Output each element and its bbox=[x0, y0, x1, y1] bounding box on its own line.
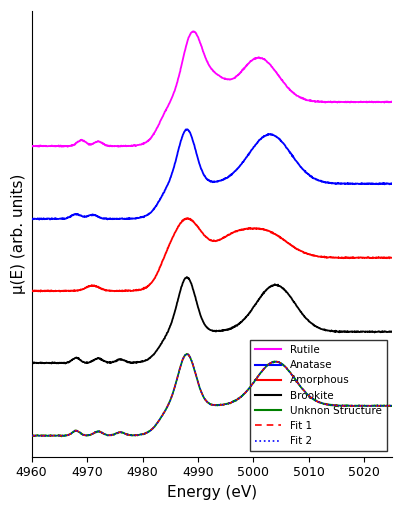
Y-axis label: μ(E) (arb. units): μ(E) (arb. units) bbox=[11, 174, 26, 294]
X-axis label: Energy (eV): Energy (eV) bbox=[167, 485, 257, 500]
Legend: Rutile, Anatase, Amorphous, Brookite, Unknon Structure, Fit 1, Fit 2: Rutile, Anatase, Amorphous, Brookite, Un… bbox=[250, 340, 387, 451]
